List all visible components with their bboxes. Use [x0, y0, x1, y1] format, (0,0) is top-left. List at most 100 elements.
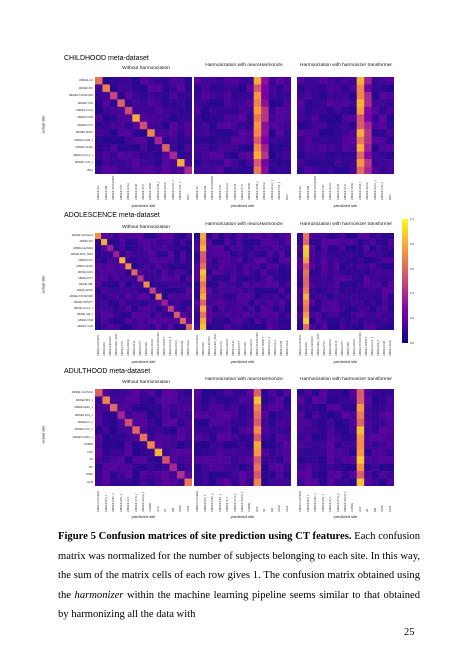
- heatmap-cell: [147, 433, 155, 442]
- heatmap-cell: [356, 151, 365, 160]
- heatmap-cell: [379, 166, 387, 174]
- heatmap-cell: [284, 245, 291, 252]
- heatmap-cell: [326, 136, 335, 145]
- colorbar-step: [402, 308, 408, 313]
- x-tick-label: ABIDEII-OHSU_1: [344, 491, 347, 512]
- heatmap-cell: [242, 251, 249, 258]
- heatmap-cell: [231, 456, 240, 464]
- heatmap-cell: [179, 257, 187, 264]
- heatmap-cell: [216, 411, 225, 420]
- heatmap-cell: [364, 418, 372, 427]
- heatmap-cell: [231, 478, 240, 486]
- heatmap-cell: [201, 114, 210, 123]
- heatmap-cell: [139, 471, 148, 479]
- heatmap-cell: [297, 99, 305, 108]
- heatmap-cell: [184, 136, 192, 145]
- heatmap-cell: [117, 77, 126, 85]
- x-tick-label: ABIDEII-SDSU: [149, 182, 153, 200]
- x-axis-label-childhood-raw: predicted site: [131, 203, 156, 208]
- heatmap-cell: [218, 299, 225, 307]
- heatmap-cell: [119, 245, 126, 252]
- x-tick-label: ABIDEII-NYU: [344, 184, 347, 200]
- heatmap-cell: [272, 275, 280, 282]
- heatmap-cell: [333, 245, 340, 252]
- heatmap-cell: [375, 275, 383, 282]
- heatmap-cell: [167, 263, 175, 270]
- heatmap-cell: [147, 411, 155, 420]
- heatmap-cell: [132, 91, 141, 100]
- heatmap-cell: [201, 433, 210, 442]
- heatmap-cell: [194, 433, 202, 442]
- heatmap-cell: [194, 245, 201, 252]
- heatmap-cell: [154, 159, 163, 167]
- heatmap-cell: [364, 389, 372, 397]
- heatmap-cell: [339, 293, 346, 300]
- heatmap-cell: [162, 84, 170, 93]
- heatmap-cell: [326, 441, 335, 449]
- heatmap-cell: [253, 433, 262, 442]
- heatmap-cell: [218, 263, 225, 270]
- heatmap-cell: [309, 287, 316, 294]
- heatmap-cell: [236, 299, 243, 307]
- heatmap-cell: [161, 317, 169, 325]
- heatmap-cell: [278, 275, 286, 282]
- heatmap-cell: [276, 159, 284, 167]
- heatmap-cell: [246, 426, 254, 435]
- heatmap-cell: [184, 84, 192, 93]
- caption-text-2: within the machine learning pipeline see…: [58, 589, 420, 621]
- heatmap-cell: [169, 129, 178, 137]
- heatmap-cell: [102, 441, 111, 449]
- heatmap-cell: [297, 293, 304, 300]
- heatmap-cell: [253, 418, 262, 427]
- heatmap-cell: [169, 77, 178, 85]
- heatmap-cell: [364, 144, 372, 152]
- heatmap-cell: [162, 114, 170, 123]
- heatmap-cell: [321, 275, 328, 282]
- y-tick-label: ABIDEI-SBL: [78, 282, 93, 286]
- heatmap-cell: [369, 305, 377, 313]
- heatmap-cell: [238, 166, 247, 174]
- heatmap-cell: [303, 257, 310, 264]
- heatmap-cell: [284, 269, 291, 276]
- heatmap-cell: [113, 287, 120, 294]
- heatmap-cell: [254, 287, 261, 294]
- heatmap-cell: [167, 293, 175, 300]
- heatmap-cell: [149, 269, 156, 276]
- heatmap-cell: [218, 287, 225, 294]
- heatmap-cell: [303, 305, 310, 313]
- heatmap-cell: [102, 77, 111, 85]
- x-tick-label: ABIDEI-UCLA_1: [169, 336, 173, 356]
- heatmap-cell: [311, 411, 320, 420]
- heatmap-cell: [212, 251, 219, 258]
- heatmap-cell: [216, 471, 225, 479]
- heatmap-cell: [363, 299, 371, 307]
- heatmap-cell: [334, 84, 343, 93]
- heatmap-cell: [321, 245, 328, 252]
- heatmap-cell: [284, 263, 291, 270]
- heatmap-cell: [224, 305, 231, 313]
- heatmap-cell: [206, 263, 213, 270]
- heatmap-cell: [161, 239, 169, 246]
- heatmap-cell: [177, 84, 185, 93]
- heatmap-cell: [309, 257, 316, 264]
- colorbar-step: [402, 324, 408, 328]
- heatmap-cell: [341, 411, 350, 420]
- heatmap-cell: [149, 317, 156, 325]
- heatmap-cell: [201, 91, 210, 100]
- heatmap-cell: [268, 106, 277, 115]
- heatmap-cell: [371, 136, 380, 145]
- heatmap-cell: [139, 389, 148, 397]
- heatmap-cell: [218, 323, 225, 330]
- heatmap-cell: [363, 245, 371, 252]
- heatmap-cell: [334, 471, 343, 479]
- heatmap-cell: [333, 251, 340, 258]
- heatmap-cell: [311, 433, 320, 442]
- heatmap-adolescence-neuroharmonize: [194, 233, 291, 330]
- heatmap-cell: [101, 269, 108, 276]
- heatmap-cell: [184, 144, 192, 152]
- y-tick-label: ABIDEI-CALTECH: [71, 391, 93, 395]
- heatmap-cell: [297, 245, 304, 252]
- heatmap-cell: [201, 441, 210, 449]
- heatmap-cell: [276, 106, 284, 115]
- heatmap-cell: [326, 121, 335, 130]
